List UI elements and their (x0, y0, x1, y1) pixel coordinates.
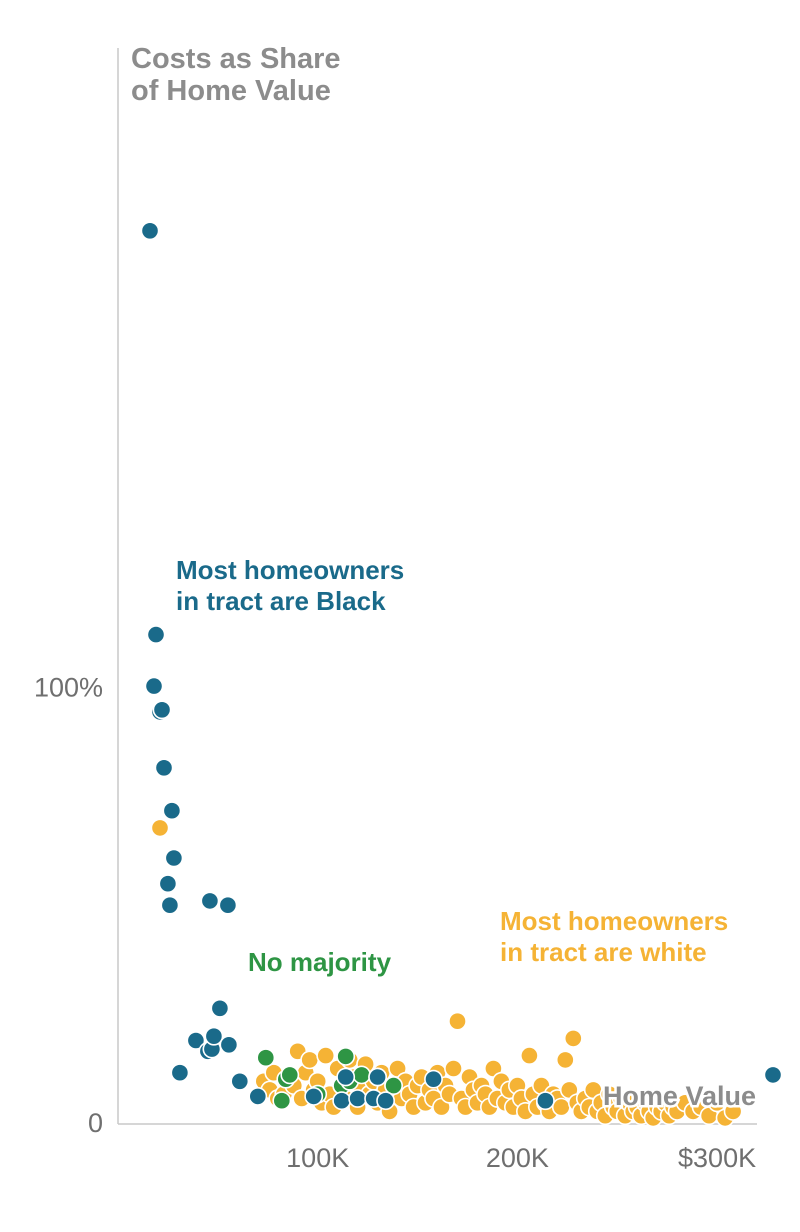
data-point-black (348, 1089, 368, 1108)
data-point-black (144, 676, 164, 696)
data-point-black (376, 1091, 396, 1111)
annotation-line: Most homeowners (176, 555, 404, 585)
data-point-black (368, 1067, 388, 1087)
data-point-white (520, 1046, 539, 1066)
data-point-none (352, 1065, 372, 1085)
data-point-black (204, 1026, 224, 1046)
data-point-white (707, 1093, 727, 1113)
data-point-black (152, 700, 172, 720)
annotation-line: Most homeowners (500, 906, 728, 936)
data-point-black (536, 1091, 555, 1111)
data-point-none (336, 1047, 356, 1066)
y-tick-label: 100% (34, 672, 103, 702)
data-point-black (332, 1091, 352, 1111)
data-point-white (551, 1097, 571, 1117)
data-point-white (300, 1050, 320, 1070)
data-point-black (164, 848, 184, 868)
data-point-black (200, 891, 220, 911)
data-point-none (272, 1091, 292, 1111)
axis-ticks: 100K 200K $300K 0 100% (34, 672, 756, 1173)
data-point-black (219, 1035, 239, 1055)
data-point-black (140, 221, 160, 241)
x-axis-title: Home Value (603, 1081, 756, 1111)
annotation-none: No majority (248, 947, 392, 977)
data-point-black (170, 1063, 190, 1083)
data-point-white (723, 1102, 743, 1121)
data-point-white (444, 1059, 463, 1078)
data-point-white (555, 1050, 575, 1070)
y-axis-title-line-2: of Home Value (131, 75, 331, 107)
data-point-black (160, 895, 180, 915)
annotation-black: Most homeowners in tract are Black (176, 555, 404, 616)
data-point-none (280, 1065, 300, 1085)
annotation-line: in tract are white (500, 937, 707, 967)
annotation-line: No majority (248, 947, 392, 977)
x-tick-label: 100K (286, 1143, 349, 1173)
y-axis-title: Costs as Share of Home Value (131, 43, 349, 107)
data-point-black (248, 1087, 268, 1106)
data-point-black (218, 895, 238, 915)
data-point-white (563, 1029, 583, 1048)
data-point-black (210, 998, 230, 1018)
data-point-none (256, 1048, 276, 1068)
data-point-black (763, 1065, 783, 1085)
data-point-black (162, 801, 182, 821)
annotation-white: Most homeowners in tract are white (500, 906, 728, 967)
data-point-black (186, 1031, 206, 1050)
y-axis-title-line-1: Costs as Share (131, 43, 341, 75)
data-point-white (316, 1046, 336, 1066)
x-tick-label: $300K (678, 1143, 756, 1173)
y-tick-label: 0 (88, 1108, 103, 1138)
data-point-black (154, 758, 174, 778)
data-point-white (150, 818, 170, 838)
data-point-black (336, 1067, 356, 1087)
annotation-line: in tract are Black (176, 586, 386, 616)
data-point-black (304, 1087, 324, 1106)
data-points (140, 221, 783, 1128)
data-point-black (230, 1071, 250, 1091)
data-point-white (448, 1011, 467, 1031)
data-point-black (158, 874, 178, 894)
x-tick-label: 200K (486, 1143, 549, 1173)
data-point-black (424, 1069, 443, 1089)
data-point-none (384, 1076, 404, 1096)
data-point-black (146, 625, 166, 645)
